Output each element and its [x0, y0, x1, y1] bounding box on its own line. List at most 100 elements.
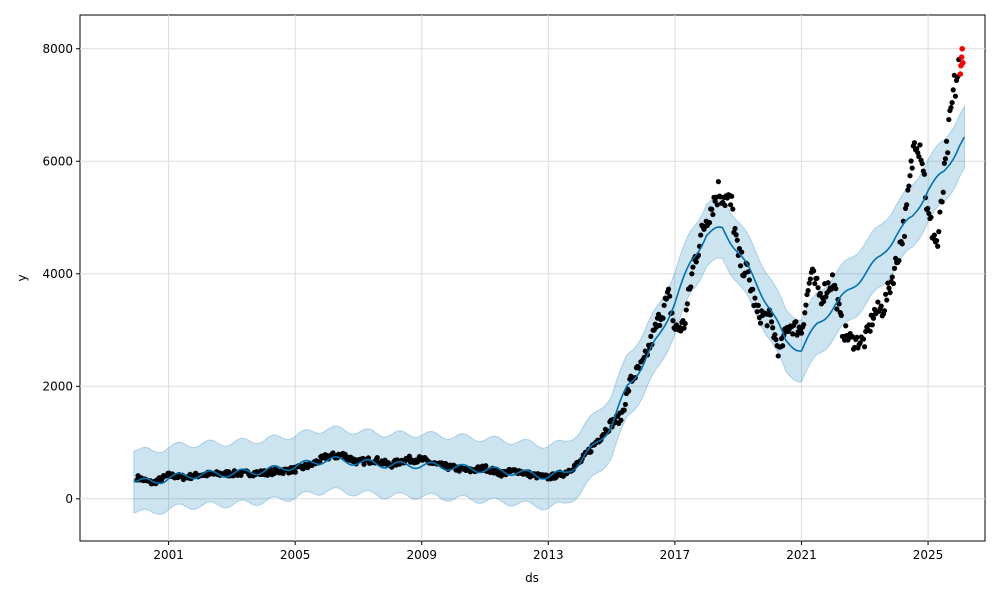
x-tick-label: 2005: [280, 548, 311, 562]
y-tick-label: 6000: [42, 154, 73, 168]
actual-point: [746, 277, 753, 283]
actual-point: [896, 257, 902, 264]
actual-point: [949, 100, 955, 106]
actual-point: [904, 202, 910, 208]
actual-point: [878, 303, 884, 309]
actual-point: [883, 291, 889, 297]
actual-point: [745, 269, 751, 275]
actual-point: [911, 140, 918, 146]
actual-point: [829, 272, 836, 278]
actual-point: [588, 449, 594, 455]
actual-point: [804, 291, 810, 298]
actual-point: [757, 320, 764, 326]
actual-point: [899, 241, 905, 247]
actual-point: [928, 214, 934, 220]
actual-point: [803, 302, 809, 308]
actual-point: [939, 199, 945, 205]
actual-point: [905, 187, 911, 193]
actual-point: [906, 183, 912, 189]
actual-point: [806, 280, 812, 286]
actual-point: [825, 280, 831, 286]
actual-point: [734, 237, 740, 243]
actual-point: [768, 319, 775, 325]
actual-point: [681, 325, 687, 331]
actual-point: [891, 265, 898, 271]
actual-point: [727, 202, 734, 208]
x-tick-label: 2001: [153, 548, 184, 562]
actual-point: [361, 461, 367, 467]
actual-point: [801, 321, 807, 328]
actual-point: [622, 401, 628, 408]
actual-point: [861, 344, 868, 350]
actual-point: [941, 160, 947, 166]
actual-point: [775, 353, 781, 359]
actual-point: [921, 171, 928, 177]
actual-point: [710, 211, 716, 218]
actual-point: [739, 249, 745, 255]
actual-point: [706, 220, 713, 226]
x-axis: 2001 2005 2009 2013 2017 2021 2025: [153, 541, 943, 562]
actual-point: [931, 232, 937, 238]
actual-point: [884, 297, 890, 303]
actual-point: [483, 463, 489, 469]
actual-point: [655, 311, 662, 317]
actual-point: [933, 238, 940, 244]
test-point: [959, 45, 966, 52]
x-tick-label: 2013: [533, 548, 564, 562]
y-tick-label: 8000: [42, 42, 73, 56]
x-tick-label: 2009: [406, 548, 437, 562]
x-tick-label: 2017: [660, 548, 691, 562]
actual-point: [660, 315, 666, 321]
actual-point: [811, 268, 817, 274]
actual-point: [667, 293, 673, 299]
actual-point: [729, 193, 735, 199]
actual-point: [626, 388, 632, 394]
actual-point: [773, 337, 779, 343]
actual-point: [838, 312, 844, 318]
actual-point: [715, 179, 722, 185]
actual-point: [755, 302, 761, 309]
actual-point: [908, 158, 914, 164]
actual-point: [942, 156, 949, 162]
actual-point: [733, 232, 739, 238]
actual-point: [936, 229, 942, 235]
actual-point: [722, 202, 728, 209]
actual-point: [821, 298, 827, 305]
actual-point: [790, 331, 796, 337]
actual-point: [948, 104, 954, 111]
actual-point: [857, 340, 863, 346]
actual-point: [683, 307, 689, 313]
actual-point: [935, 243, 941, 249]
actual-point: [860, 336, 867, 342]
x-tick-label: 2021: [786, 548, 817, 562]
actual-point: [406, 453, 413, 459]
actual-point: [869, 322, 875, 328]
actual-point: [919, 161, 925, 167]
actual-point: [689, 271, 695, 277]
actual-point: [764, 323, 770, 329]
actual-point: [280, 470, 286, 476]
actual-point: [943, 138, 950, 144]
grid: [80, 15, 985, 541]
actual-point: [752, 295, 758, 301]
actual-point: [937, 209, 943, 215]
actual-point: [914, 146, 920, 152]
actual-point: [342, 451, 348, 457]
actual-point: [770, 325, 776, 331]
actual-point: [833, 286, 839, 292]
plot-frame: [79, 14, 986, 542]
actual-point: [688, 284, 694, 290]
actual-point: [618, 417, 624, 423]
actual-point: [817, 290, 823, 296]
actual-point: [802, 310, 808, 316]
actual-points: [134, 45, 966, 487]
actual-point: [292, 469, 298, 475]
y-tick-label: 4000: [42, 267, 73, 281]
actual-point: [665, 286, 672, 292]
actual-point: [926, 210, 932, 217]
actual-point: [834, 306, 840, 312]
actual-point: [901, 233, 908, 240]
actual-point: [732, 225, 738, 232]
actual-point: [881, 308, 888, 314]
